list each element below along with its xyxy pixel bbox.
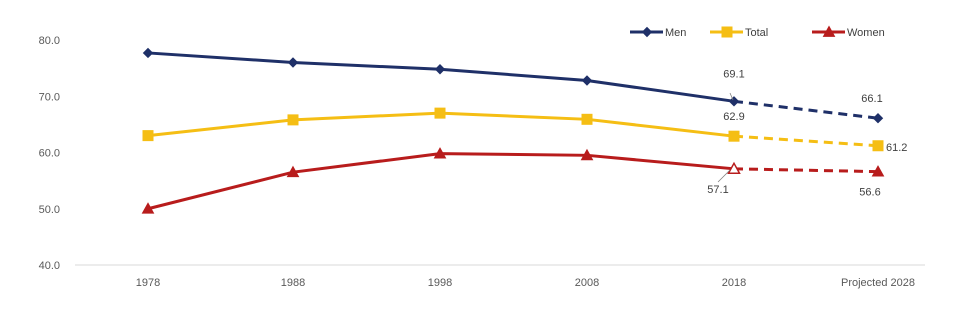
data-label: 66.1 [861, 93, 882, 105]
y-tick-label: 60.0 [39, 148, 60, 160]
total-projected-line [734, 136, 878, 146]
y-tick-label: 80.0 [39, 35, 60, 47]
series-markers [143, 48, 884, 213]
women-projected-line [734, 169, 878, 172]
men-legend-marker [643, 28, 652, 37]
data-label: 56.6 [859, 187, 880, 199]
y-tick-label: 70.0 [39, 91, 60, 103]
y-tick-label: 40.0 [39, 260, 60, 272]
total-point [288, 115, 298, 125]
total-legend-marker [722, 27, 732, 37]
total-legend-label: Total [745, 27, 768, 39]
total-point [143, 131, 153, 141]
x-tick-label: 2008 [575, 277, 599, 289]
y-tick-label: 50.0 [39, 204, 60, 216]
total-point [582, 114, 592, 124]
x-tick-label: 1988 [281, 277, 305, 289]
data-label: 61.2 [886, 142, 907, 154]
total-point [435, 108, 445, 118]
label-leader-line [718, 170, 730, 182]
x-tick-label: 2018 [722, 277, 746, 289]
legend: Men Total Women [630, 27, 885, 40]
series-lines [148, 53, 878, 209]
x-axis-tick-labels: 1978 1988 1998 2008 2018 Projected 2028 [136, 277, 915, 289]
men-series-line [148, 53, 734, 101]
x-tick-label: 1998 [428, 277, 452, 289]
men-point [874, 114, 883, 123]
y-axis-tick-labels: 40.0 50.0 60.0 70.0 80.0 [39, 35, 60, 272]
men-point [289, 58, 298, 67]
men-point [730, 97, 739, 106]
total-point [873, 141, 883, 151]
men-legend-label: Men [665, 27, 686, 39]
data-label: 69.1 [723, 68, 744, 80]
data-label: 57.1 [707, 184, 728, 196]
men-point [436, 65, 445, 74]
women-series-line [148, 154, 734, 209]
men-projected-line [734, 101, 878, 118]
men-point [583, 76, 592, 85]
x-tick-label: Projected 2028 [841, 277, 915, 289]
total-point [729, 131, 739, 141]
data-label: 62.9 [723, 111, 744, 123]
women-legend-label: Women [847, 27, 885, 39]
x-tick-label: 1978 [136, 277, 160, 289]
men-point [144, 48, 153, 57]
